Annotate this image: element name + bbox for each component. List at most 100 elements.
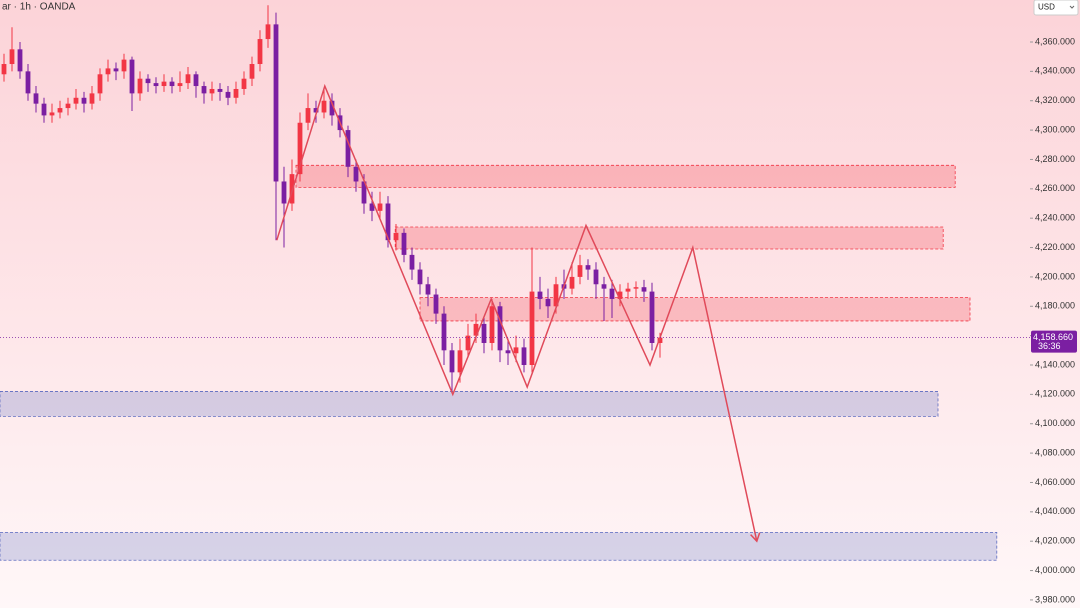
y-tick-label: 4,100.000 <box>1035 418 1075 428</box>
candle-body <box>593 269 599 285</box>
candle-body <box>409 254 415 270</box>
candle-body <box>625 288 631 292</box>
candle-body <box>281 181 287 204</box>
candle-body <box>289 174 295 204</box>
candle-body <box>313 108 319 113</box>
y-tick-label: 4,080.000 <box>1035 447 1075 457</box>
candle-body <box>633 287 639 289</box>
candle-body <box>57 108 63 113</box>
candle-body <box>137 78 143 94</box>
zone <box>0 391 939 417</box>
candle-body <box>265 24 271 40</box>
last-price-label: 4,158.660 <box>1033 332 1073 342</box>
candle-body <box>585 265 591 270</box>
candle-body <box>81 97 87 104</box>
candle-body <box>209 88 215 94</box>
candle-body <box>25 71 31 94</box>
candle-body <box>329 100 335 116</box>
zone <box>295 164 956 188</box>
candle-body <box>489 306 495 343</box>
candle-body <box>65 103 71 109</box>
candle-body <box>361 181 367 204</box>
candle-body <box>17 49 23 72</box>
candle-body <box>145 78 151 84</box>
candle-body <box>249 64 255 79</box>
candle-body <box>617 291 623 299</box>
candle-body <box>33 93 39 104</box>
candle-body <box>497 306 503 351</box>
y-tick-label: 4,000.000 <box>1035 565 1075 575</box>
candle-body <box>225 91 231 98</box>
candle-body <box>377 203 383 211</box>
candle-body <box>201 86 207 94</box>
candle-body <box>121 59 127 72</box>
candle-body <box>185 74 191 84</box>
candle-body <box>529 291 535 366</box>
candle-body <box>105 68 111 75</box>
candle-body <box>433 294 439 314</box>
y-tick-label: 4,040.000 <box>1035 506 1075 516</box>
candle-body <box>449 350 455 373</box>
candle-body <box>401 232 407 255</box>
candle-body <box>97 74 103 94</box>
currency-button[interactable] <box>1033 0 1079 16</box>
candle-body <box>417 269 423 285</box>
y-tick-label: 4,300.000 <box>1035 124 1075 134</box>
candle-body <box>233 88 239 98</box>
zone <box>419 297 971 322</box>
candle-body <box>457 350 463 373</box>
y-tick-label: 4,200.000 <box>1035 271 1075 281</box>
y-tick-label: 4,340.000 <box>1035 66 1075 76</box>
candle-body <box>161 81 167 87</box>
y-tick-label: 4,280.000 <box>1035 154 1075 164</box>
projection-line <box>276 83 758 542</box>
candle-body <box>129 59 135 94</box>
candle-body <box>177 83 183 87</box>
candle-body <box>217 88 223 92</box>
candle-body <box>569 276 575 289</box>
arrow-head <box>750 532 761 543</box>
y-tick-label: 4,240.000 <box>1035 213 1075 223</box>
last-price-box <box>1031 330 1077 353</box>
y-tick-label: 4,320.000 <box>1035 95 1075 105</box>
candle-body <box>393 232 399 241</box>
y-tick-label: 4,360.000 <box>1035 36 1075 46</box>
candle-body <box>49 112 55 116</box>
candle-body <box>305 108 311 123</box>
candle-body <box>513 347 519 354</box>
candle-body <box>41 103 47 116</box>
candle-body <box>545 298 551 307</box>
candle-body <box>257 39 263 65</box>
candle-body <box>521 347 527 366</box>
zone <box>394 226 944 250</box>
candle-body <box>369 203 375 211</box>
candle-body <box>321 100 327 113</box>
candle-body <box>649 291 655 343</box>
candle-body <box>425 284 431 295</box>
candle-body <box>153 83 159 87</box>
candle-body <box>473 323 479 336</box>
candle-body <box>273 24 279 182</box>
candle-body <box>241 78 247 89</box>
countdown: 36:36 <box>1038 341 1061 351</box>
candle-body <box>609 288 615 299</box>
candle-body <box>481 323 487 343</box>
candle-body <box>1 64 7 75</box>
y-tick-label: 4,260.000 <box>1035 183 1075 193</box>
candle-body <box>465 335 471 351</box>
candle-body <box>345 130 351 167</box>
candle-body <box>537 291 543 299</box>
candle-body <box>9 49 15 65</box>
y-tick-label: 4,060.000 <box>1035 477 1075 487</box>
y-tick-label: 4,020.000 <box>1035 536 1075 546</box>
candle-body <box>353 166 359 182</box>
y-tick-label: 4,120.000 <box>1035 389 1075 399</box>
currency[interactable]: USD <box>1038 3 1055 12</box>
candle-body <box>385 203 391 241</box>
zone <box>0 531 998 561</box>
candle-body <box>169 81 175 87</box>
candle-body <box>89 93 95 104</box>
candle-body <box>601 284 607 289</box>
